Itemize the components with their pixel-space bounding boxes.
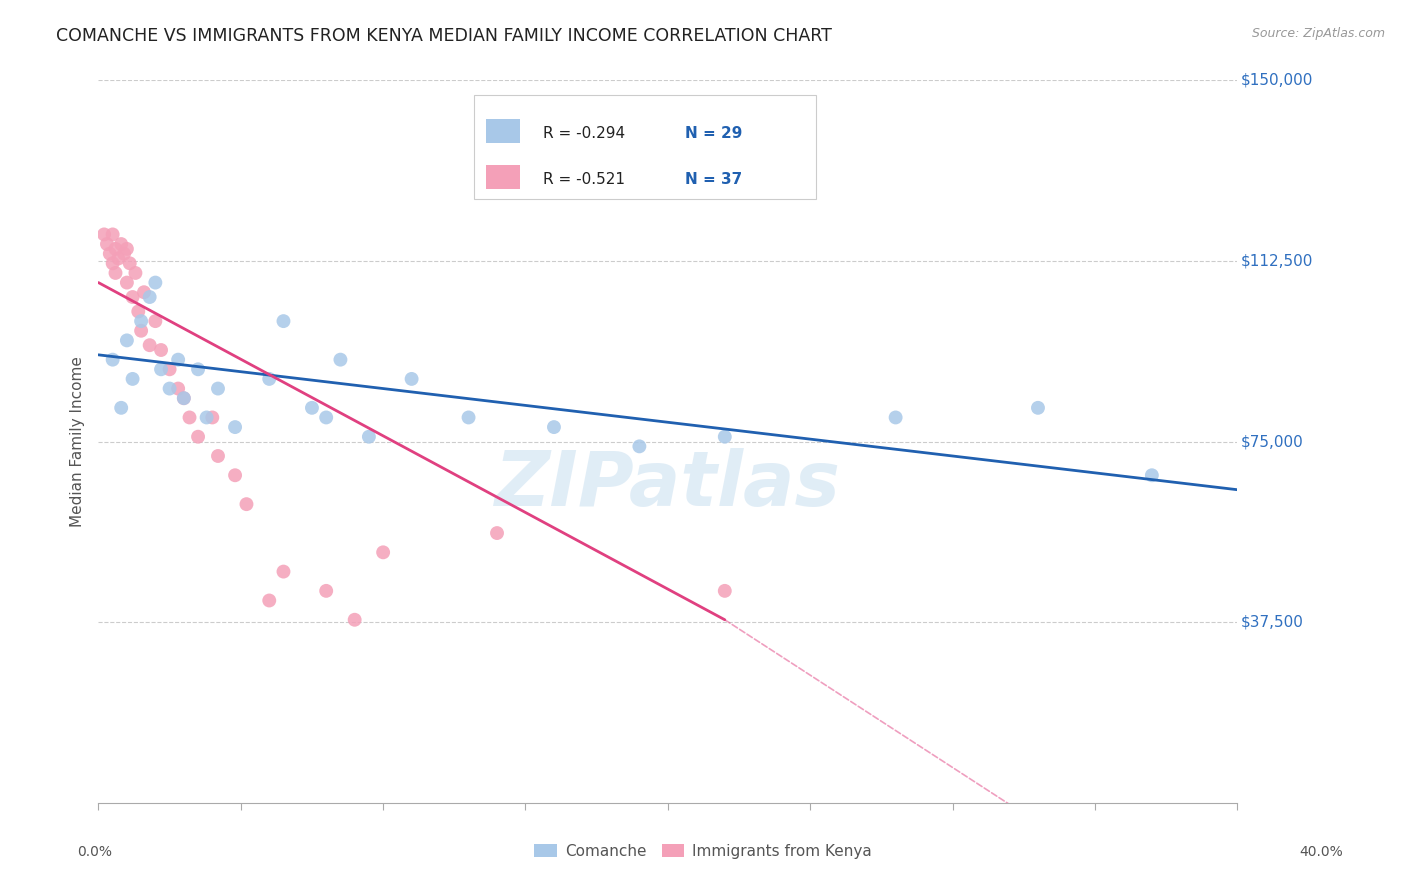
Point [118, 256, 141, 270]
Point [207, 382, 229, 396]
Text: ZIPatlas: ZIPatlas [495, 448, 841, 522]
Point [884, 410, 907, 425]
Point [343, 613, 366, 627]
Point [115, 242, 138, 256]
Text: 40.0%: 40.0% [1299, 845, 1343, 859]
Text: N = 37: N = 37 [685, 171, 742, 186]
Point [714, 583, 737, 598]
Point [187, 430, 209, 444]
Text: Source: ZipAtlas.com: Source: ZipAtlas.com [1251, 27, 1385, 40]
Text: $112,500: $112,500 [1240, 253, 1313, 268]
Point [401, 372, 423, 386]
Point [187, 362, 209, 376]
Point [173, 391, 195, 405]
Point [115, 334, 138, 348]
Point [93, 227, 115, 242]
Text: $37,500: $37,500 [1240, 615, 1303, 630]
Point [273, 314, 295, 328]
Point [301, 401, 323, 415]
Point [107, 252, 129, 266]
Text: R = -0.521: R = -0.521 [543, 171, 624, 186]
Point [173, 391, 195, 405]
Point [150, 362, 173, 376]
Point [329, 352, 352, 367]
Point [145, 314, 167, 328]
Point [110, 237, 132, 252]
Point [112, 246, 135, 260]
Point [101, 256, 124, 270]
FancyBboxPatch shape [474, 95, 815, 200]
Point [224, 468, 246, 483]
Legend: Comanche, Immigrants from Kenya: Comanche, Immigrants from Kenya [529, 838, 877, 864]
Point [201, 410, 224, 425]
Point [179, 410, 201, 425]
Point [138, 338, 160, 352]
Point [127, 304, 149, 318]
Text: N = 29: N = 29 [685, 126, 742, 141]
Point [315, 583, 337, 598]
Point [195, 410, 218, 425]
Point [110, 401, 132, 415]
Point [714, 430, 737, 444]
Point [543, 420, 565, 434]
Point [167, 352, 190, 367]
Text: $75,000: $75,000 [1240, 434, 1303, 449]
Point [98, 246, 121, 260]
Point [159, 382, 181, 396]
Point [121, 290, 143, 304]
Point [101, 227, 124, 242]
Point [259, 593, 281, 607]
Text: 0.0%: 0.0% [77, 845, 112, 859]
Point [138, 290, 160, 304]
Point [115, 276, 138, 290]
Point [457, 410, 479, 425]
Text: COMANCHE VS IMMIGRANTS FROM KENYA MEDIAN FAMILY INCOME CORRELATION CHART: COMANCHE VS IMMIGRANTS FROM KENYA MEDIAN… [56, 27, 832, 45]
FancyBboxPatch shape [485, 120, 520, 144]
Y-axis label: Median Family Income: Median Family Income [69, 356, 84, 527]
Point [129, 314, 152, 328]
Point [1140, 468, 1163, 483]
Point [259, 372, 281, 386]
Point [104, 242, 127, 256]
Point [1026, 401, 1049, 415]
Point [129, 324, 152, 338]
Point [104, 266, 127, 280]
Text: $150,000: $150,000 [1240, 73, 1313, 87]
Point [628, 439, 651, 453]
Point [121, 372, 143, 386]
Point [273, 565, 295, 579]
Point [150, 343, 173, 357]
Point [159, 362, 181, 376]
FancyBboxPatch shape [485, 165, 520, 189]
Point [235, 497, 257, 511]
Point [101, 352, 124, 367]
Point [486, 526, 509, 541]
Point [207, 449, 229, 463]
Text: R = -0.294: R = -0.294 [543, 126, 624, 141]
Point [145, 276, 167, 290]
Point [357, 430, 380, 444]
Point [96, 237, 118, 252]
Point [373, 545, 395, 559]
Point [124, 266, 146, 280]
Point [315, 410, 337, 425]
Point [132, 285, 155, 300]
Point [224, 420, 246, 434]
Point [167, 382, 190, 396]
